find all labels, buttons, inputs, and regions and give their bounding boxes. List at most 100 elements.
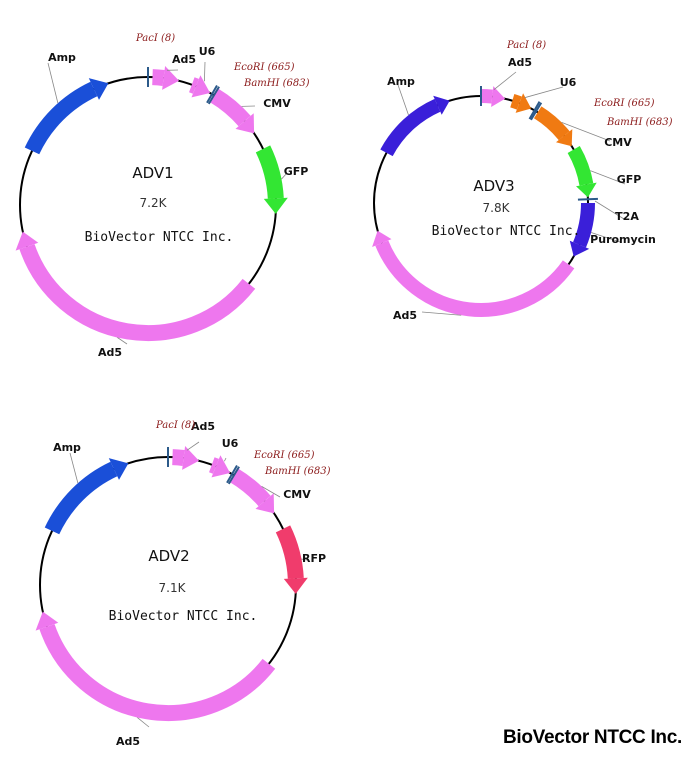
feature-leader: [137, 717, 150, 728]
feature-leader: [524, 86, 564, 99]
arrow-body: [533, 106, 570, 141]
feature-leader: [561, 122, 611, 142]
arrow-body: [209, 88, 251, 127]
feature-leader: [594, 200, 625, 220]
arrow-body: [39, 624, 276, 721]
feature-label: CMV: [283, 488, 311, 501]
arrow-icon: [283, 577, 308, 594]
feature-label: Ad5: [116, 735, 140, 748]
feature-leader: [203, 61, 206, 82]
feature-label: Amp: [48, 51, 76, 64]
arrow-icon: [576, 182, 597, 198]
arrow-body: [44, 461, 118, 535]
arrow-icon: [569, 240, 590, 257]
arrow-body: [380, 98, 441, 157]
feature-leader: [261, 486, 281, 498]
site-label: EcoRI (665): [593, 98, 655, 109]
feature-label: U6: [560, 76, 577, 89]
plasmid-name: ADV3: [473, 177, 514, 195]
feature-label: Ad5: [191, 420, 215, 433]
plasmid-size: 7.8K: [483, 201, 511, 215]
arrow-body: [24, 81, 98, 155]
site-label: PacI (8): [506, 40, 546, 51]
arrow-icon: [191, 75, 211, 98]
feature-label: Ad5: [508, 56, 532, 69]
arrow-body: [275, 525, 304, 579]
arrow-body: [208, 457, 219, 474]
marker-icon: [577, 197, 598, 201]
feature-ad5: Ad5: [152, 53, 196, 90]
feature-label: Puromycin: [590, 233, 656, 246]
restriction-site: BamHI (683): [530, 102, 673, 128]
feature-leader: [117, 337, 128, 345]
feature-leader: [281, 172, 288, 180]
plasmid-company: BioVector NTCC Inc.: [85, 230, 234, 245]
plasmid-size: 7.1K: [159, 581, 187, 595]
site-marker: [207, 86, 220, 105]
feature-leader: [47, 62, 59, 104]
feature-u6: U6: [510, 76, 577, 113]
arrow-icon: [556, 129, 573, 147]
restriction-site: BamHI (683): [227, 466, 331, 485]
feature-rfp: RFP: [275, 525, 326, 594]
plasmid-company: BioVector NTCC Inc.: [109, 609, 258, 624]
feature-label: GFP: [617, 173, 642, 186]
plasmid-company: BioVector NTCC Inc.: [432, 224, 581, 239]
plasmid-size: 7.2K: [140, 196, 168, 210]
feature-label: CMV: [263, 97, 291, 110]
restriction-site: EcoRI (665): [226, 450, 315, 484]
feature-puromycin: Puromycin: [569, 202, 656, 257]
feature-label: Amp: [53, 441, 81, 454]
restriction-site: PacI (8): [135, 33, 175, 87]
feature-label: CMV: [604, 136, 632, 149]
arrow-icon: [255, 493, 275, 514]
feature-ad5: Ad5: [372, 230, 575, 322]
restriction-site: EcoRI (665): [528, 98, 655, 120]
site-label: PacI (8): [155, 420, 195, 431]
feature-gfp: GFP: [567, 146, 642, 198]
plasmid-name: ADV2: [148, 547, 189, 565]
feature-label: RFP: [302, 552, 326, 565]
site-marker: [530, 102, 543, 121]
feature-cmv: CMV: [533, 106, 632, 149]
feature-label: U6: [199, 45, 216, 58]
arrow-icon: [235, 113, 255, 134]
site-label: BamHI (683): [243, 78, 310, 89]
feature-gfp: GFP: [255, 145, 308, 214]
plasmid-name: ADV1: [132, 164, 173, 182]
arrow-body: [255, 145, 284, 199]
arrow-icon: [35, 611, 59, 631]
arrow-icon: [515, 93, 532, 113]
feature-leader: [69, 452, 79, 484]
feature-label: Ad5: [172, 53, 196, 66]
arrow-icon: [372, 230, 392, 247]
feature-t2a: T2A: [577, 197, 639, 223]
arrow-body: [480, 89, 493, 104]
feature-ad5: Ad5: [172, 420, 215, 470]
restriction-site: BamHI (683): [207, 78, 310, 105]
arrow-body: [172, 449, 185, 466]
arrow-body: [375, 240, 575, 317]
feature-amp: Amp: [24, 51, 109, 155]
feature-label: Ad5: [98, 346, 122, 359]
plasmid-map-adv3: Amp Ad5 U6 CMV GFP T2A Puromycin Ad5 PacI (8) Eco…: [372, 40, 673, 322]
arrow-body: [188, 77, 199, 94]
feature-label: T2A: [615, 210, 639, 223]
feature-label: U6: [222, 437, 239, 450]
arrow-icon: [162, 66, 179, 90]
feature-u6: U6: [188, 45, 216, 98]
site-marker: [227, 466, 240, 485]
arrow-body: [19, 244, 256, 341]
company-footer: BioVector NTCC Inc.: [502, 727, 682, 748]
arrow-body: [152, 69, 165, 86]
feature-ad5: Ad5: [15, 231, 256, 359]
feature-leader: [590, 170, 626, 185]
feature-amp: Amp: [380, 75, 450, 157]
restriction-site: EcoRI (665): [206, 62, 295, 104]
feature-label: Ad5: [393, 309, 417, 322]
arrow-body: [567, 146, 594, 186]
arrow-icon: [491, 86, 506, 107]
